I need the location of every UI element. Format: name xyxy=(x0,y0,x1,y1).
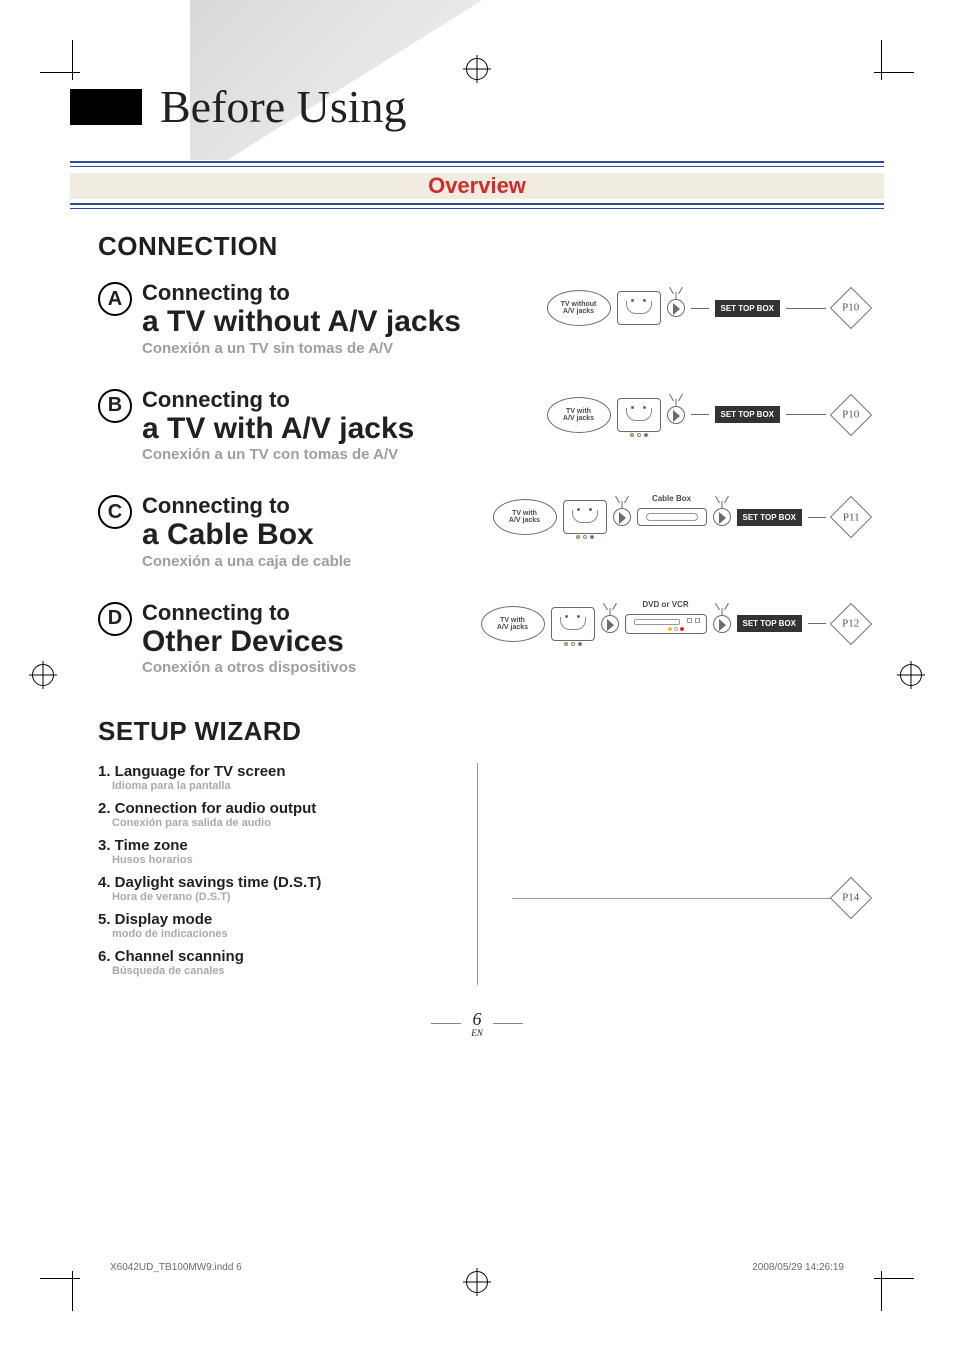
footer: X6042UD_TB100MW9.indd 6 2008/05/29 14:26… xyxy=(110,1262,844,1273)
tv-oval-l2: A/V jacks xyxy=(563,415,594,422)
cable-box-icon xyxy=(637,508,707,526)
c-line1: Connecting to xyxy=(142,493,351,519)
tv-oval-without: TV without A/V jacks xyxy=(547,290,611,326)
badge-b: B xyxy=(98,389,132,423)
page-number-lang: EN xyxy=(471,1028,483,1038)
connection-heading: CONNECTION xyxy=(98,231,856,262)
coax-plug-icon xyxy=(667,299,685,317)
setup-wizard-row: 1. Language for TV screen Idioma para la… xyxy=(98,763,856,985)
a-sub: Conexión a un TV sin tomas de A/V xyxy=(142,340,461,357)
connection-block-d: D Connecting to Other Devices Conexión a… xyxy=(98,600,856,677)
wire xyxy=(691,414,709,415)
rule-above-overview xyxy=(70,161,884,167)
d-line1: Connecting to xyxy=(142,600,356,626)
diagram-a: TV without A/V jacks SET TOP BOX P10 xyxy=(547,290,867,326)
page-number: 6 EN xyxy=(98,1009,856,1038)
setup-item-5: 5. Display mode modo de indicaciones xyxy=(98,911,477,940)
diagram-b: TV with A/V jacks SET TOP BOX P10 xyxy=(547,397,867,433)
wire xyxy=(808,517,826,518)
title-black-box xyxy=(70,89,142,125)
coax-plug-icon xyxy=(713,615,731,633)
overview-label: Overview xyxy=(70,173,884,199)
page-ref-b: P10 xyxy=(830,393,872,435)
tv-oval-with: TV with A/V jacks xyxy=(493,499,557,535)
overview-band: Overview xyxy=(70,167,884,203)
tv-oval-l1: TV without xyxy=(561,301,597,308)
tv-icon xyxy=(617,398,661,432)
setup-item-1: 1. Language for TV screen Idioma para la… xyxy=(98,763,477,792)
badge-d: D xyxy=(98,602,132,636)
coax-plug-icon xyxy=(601,615,619,633)
page-title: Before Using xyxy=(160,80,407,133)
setup-wizard-heading: SETUP WIZARD xyxy=(98,716,856,747)
rule-below-overview xyxy=(70,203,884,209)
coax-plug-icon xyxy=(667,406,685,424)
footer-right: 2008/05/29 14:26:19 xyxy=(752,1262,844,1273)
tv-oval-l2: A/V jacks xyxy=(563,308,594,315)
setup-item-2: 2. Connection for audio output Conexión … xyxy=(98,800,477,829)
page-ref-d: P12 xyxy=(830,602,872,644)
set-top-box-label: SET TOP BOX xyxy=(737,509,803,526)
cable-box-label: Cable Box xyxy=(637,494,707,503)
b-line2: a TV with A/V jacks xyxy=(142,413,414,445)
dvd-vcr-icon xyxy=(625,614,707,634)
setup-list: 1. Language for TV screen Idioma para la… xyxy=(98,763,477,985)
wire xyxy=(691,308,709,309)
connection-block-b: B Connecting to a TV with A/V jacks Cone… xyxy=(98,387,856,464)
b-sub: Conexión a un TV con tomas de A/V xyxy=(142,446,414,463)
set-top-box-label: SET TOP BOX xyxy=(715,300,781,317)
connection-block-a: A Connecting to a TV without A/V jacks C… xyxy=(98,280,856,357)
page-ref-c: P11 xyxy=(830,496,872,538)
tv-icon xyxy=(617,291,661,325)
c-line2: a Cable Box xyxy=(142,519,351,551)
setup-item-3: 3. Time zone Husos horarios xyxy=(98,837,477,866)
tv-oval-l1: TV with xyxy=(566,408,591,415)
set-top-box-label: SET TOP BOX xyxy=(715,406,781,423)
wire xyxy=(786,414,826,415)
a-line2: a TV without A/V jacks xyxy=(142,306,461,338)
c-sub: Conexión a una caja de cable xyxy=(142,553,351,570)
badge-c: C xyxy=(98,495,132,529)
coax-plug-icon xyxy=(613,508,631,526)
page-ref-a: P10 xyxy=(830,287,872,329)
tv-oval-with: TV with A/V jacks xyxy=(547,397,611,433)
d-sub: Conexión a otros dispositivos xyxy=(142,659,356,676)
setup-right-col: P14 xyxy=(477,763,856,985)
set-top-box-label: SET TOP BOX xyxy=(737,615,803,632)
tv-icon xyxy=(551,607,595,641)
page-ref-setup: P14 xyxy=(830,877,872,919)
a-line1: Connecting to xyxy=(142,280,461,306)
page-number-value: 6 xyxy=(472,1009,481,1029)
page-content: Before Using Overview CONNECTION A Conne… xyxy=(70,70,884,1281)
diagram-d: TV with A/V jacks DVD or VCR xyxy=(481,606,867,642)
setup-item-6: 6. Channel scanning Búsqueda de canales xyxy=(98,948,477,977)
badge-a: A xyxy=(98,282,132,316)
title-row: Before Using xyxy=(70,80,884,133)
tv-icon xyxy=(563,500,607,534)
setup-page-ref-line: P14 xyxy=(512,883,866,913)
b-line1: Connecting to xyxy=(142,387,414,413)
footer-left: X6042UD_TB100MW9.indd 6 xyxy=(110,1262,242,1273)
connection-block-c: C Connecting to a Cable Box Conexión a u… xyxy=(98,493,856,570)
wire xyxy=(786,308,826,309)
wire xyxy=(808,623,826,624)
setup-item-4: 4. Daylight savings time (D.S.T) Hora de… xyxy=(98,874,477,903)
coax-plug-icon xyxy=(713,508,731,526)
d-line2: Other Devices xyxy=(142,626,356,658)
tv-oval-with: TV with A/V jacks xyxy=(481,606,545,642)
dvd-vcr-label: DVD or VCR xyxy=(625,600,707,609)
diagram-c: TV with A/V jacks Cable Box xyxy=(493,499,867,535)
